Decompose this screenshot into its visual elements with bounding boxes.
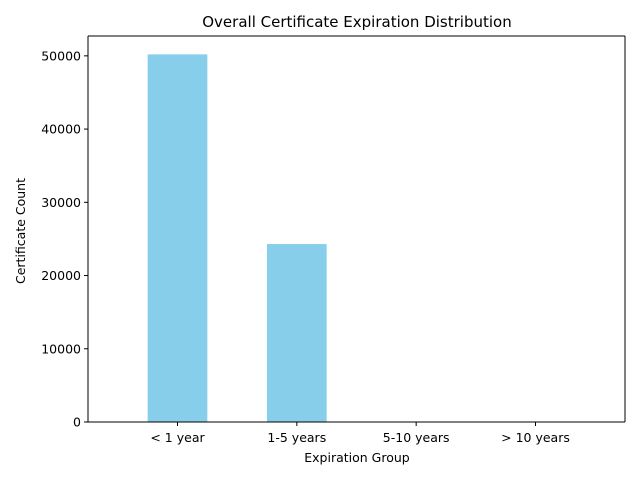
bar xyxy=(147,54,208,422)
x-tick-label: 1-5 years xyxy=(267,430,326,445)
y-tick-label: 10000 xyxy=(41,341,81,356)
y-tick-label: 20000 xyxy=(41,268,81,283)
x-tick-label: < 1 year xyxy=(150,430,205,445)
y-tick-label: 30000 xyxy=(41,195,81,210)
y-axis-label: Certificate Count xyxy=(13,178,28,284)
y-tick-label: 0 xyxy=(73,415,81,430)
bar xyxy=(267,244,327,422)
chart-title: Overall Certificate Expiration Distribut… xyxy=(202,13,511,31)
plot-area: 0 10000 20000 30000 40000 50000 < 1 year 1-5 ye… xyxy=(41,35,626,445)
x-tick-label: > 10 years xyxy=(501,430,570,445)
x-tick-label: 5-10 years xyxy=(383,430,450,445)
y-tick-label: 40000 xyxy=(41,122,81,137)
x-axis-label: Expiration Group xyxy=(304,450,410,465)
y-tick-label: 50000 xyxy=(41,48,81,63)
